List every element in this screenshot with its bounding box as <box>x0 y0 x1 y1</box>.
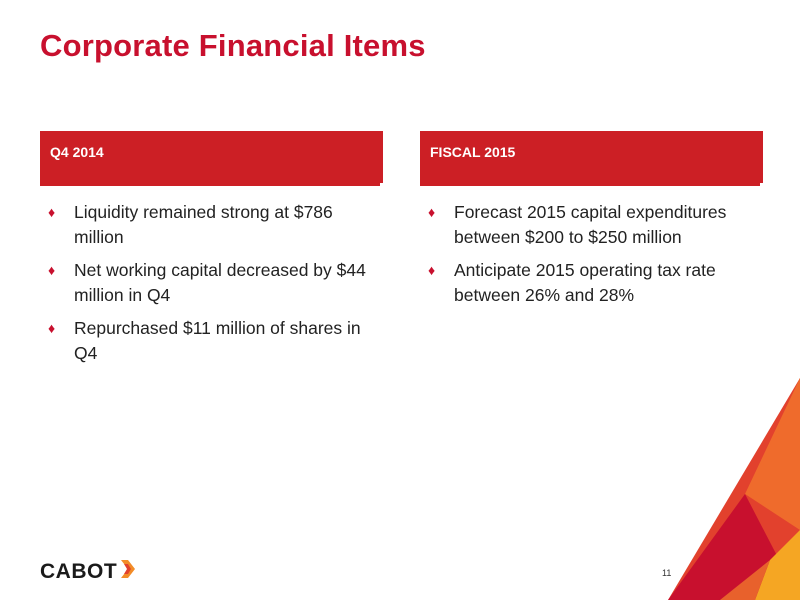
cabot-logo: CABOT <box>40 560 137 584</box>
bullet-item: ♦ Anticipate 2015 operating tax rate bet… <box>420 258 760 308</box>
bullet-text: Repurchased $11 million of shares in Q4 <box>74 318 361 363</box>
slide-title: Corporate Financial Items <box>40 28 426 63</box>
bullet-text: Forecast 2015 capital expenditures betwe… <box>454 202 727 247</box>
fiscal-2015-header: FISCAL 2015 <box>420 131 763 186</box>
bullet-item: ♦ Liquidity remained strong at $786 mill… <box>40 200 380 250</box>
q4-2014-column: Q4 2014 ♦ Liquidity remained strong at $… <box>40 131 383 374</box>
fiscal-2015-header-label: FISCAL 2015 <box>430 144 516 160</box>
cabot-chevron-logo-icon <box>121 560 136 578</box>
fiscal-2015-column: FISCAL 2015 ♦ Forecast 2015 capital expe… <box>420 131 763 316</box>
fiscal-2015-bullet-list: ♦ Forecast 2015 capital expenditures bet… <box>420 200 760 308</box>
bullet-text: Liquidity remained strong at $786 millio… <box>74 202 333 247</box>
diamond-bullet-icon: ♦ <box>48 320 56 336</box>
q4-2014-header-label: Q4 2014 <box>50 144 104 160</box>
bullet-text: Anticipate 2015 operating tax rate betwe… <box>454 260 716 305</box>
bullet-text: Net working capital decreased by $44 mil… <box>74 260 366 305</box>
bullet-item: ♦ Repurchased $11 million of shares in Q… <box>40 316 380 366</box>
diamond-bullet-icon: ♦ <box>428 262 436 278</box>
diamond-bullet-icon: ♦ <box>48 204 56 220</box>
q4-2014-header: Q4 2014 <box>40 131 383 186</box>
bullet-item: ♦ Forecast 2015 capital expenditures bet… <box>420 200 760 250</box>
page-number: 11 <box>662 568 672 578</box>
diamond-bullet-icon: ♦ <box>428 204 436 220</box>
q4-2014-bullet-list: ♦ Liquidity remained strong at $786 mill… <box>40 200 380 366</box>
bullet-item: ♦ Net working capital decreased by $44 m… <box>40 258 380 308</box>
diamond-bullet-icon: ♦ <box>48 262 56 278</box>
logo-text: CABOT <box>40 560 118 583</box>
